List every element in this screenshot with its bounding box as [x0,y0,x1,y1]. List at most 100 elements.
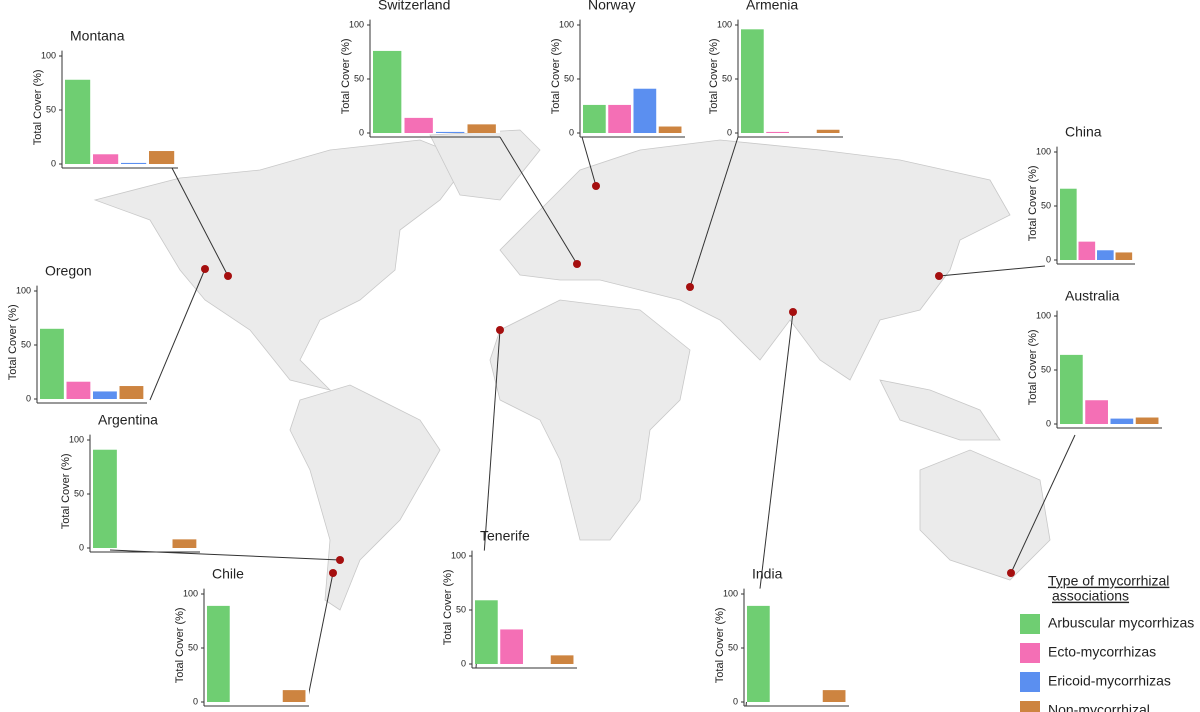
bar [66,381,91,399]
connector-line [149,268,206,401]
y-tick-label: 50 [74,488,84,498]
bar-chart: Chile Total Cover (%) 0 50 100 [174,565,309,707]
bar-chart: Armenia Total Cover (%) 0 50 100 [708,0,843,138]
connector-line [1010,434,1076,574]
bar [467,124,496,133]
y-axis-label: Total Cover (%) [1027,165,1039,241]
bar-chart: Norway Total Cover (%) 0 50 100 [550,0,685,138]
chart-title: Australia [1065,287,1120,303]
y-tick-label: 0 [51,158,56,168]
legend-title: associations [1052,588,1129,604]
legend-title: Type of mycorrhizal [1048,573,1169,589]
bar [373,50,402,133]
site-dot [935,272,943,280]
site-dot [496,326,504,334]
bar [1115,252,1133,260]
y-tick-label: 50 [456,604,466,614]
y-tick-label: 50 [46,104,56,114]
bar [93,391,117,399]
south-america [289,384,441,611]
bar [766,131,789,133]
y-tick-label: 0 [461,658,466,668]
legend-label: Ecto-mycorrhizas [1048,644,1156,660]
bar [500,629,523,664]
bar-chart: Oregon Total Cover (%) 0 50 100 [7,262,147,404]
y-tick-label: 100 [41,50,56,60]
bar [404,117,433,133]
site-dot [336,556,344,564]
chart-title: Tenerife [480,527,530,543]
y-tick-label: 100 [723,588,738,598]
y-tick-label: 50 [728,642,738,652]
y-tick-label: 100 [1036,310,1051,320]
y-tick-label: 100 [451,550,466,560]
bar [436,131,465,133]
y-axis-label: Total Cover (%) [32,69,44,145]
bar [1110,418,1134,424]
greenland [429,129,541,201]
connector-line [938,265,1046,277]
world-map [93,129,1051,611]
site-dot [789,308,797,316]
chart-title: Montana [70,27,125,43]
y-tick-label: 50 [1041,364,1051,374]
eurasia [499,139,1011,381]
bar [633,88,657,133]
chart-title: Norway [588,0,635,12]
y-tick-label: 50 [188,642,198,652]
bar [93,449,117,548]
y-tick-label: 100 [1036,146,1051,156]
y-tick-label: 0 [569,127,574,137]
y-tick-label: 0 [193,696,198,706]
y-tick-label: 50 [354,73,364,83]
y-tick-label: 0 [727,127,732,137]
bar-chart: Montana Total Cover (%) 0 50 100 [32,27,178,169]
bar [1097,250,1114,260]
southeast-asia [879,379,1001,441]
bar [741,29,764,133]
bar [608,104,631,133]
bar [1085,400,1108,424]
africa [489,299,691,541]
connector-line [171,167,229,277]
bar [119,386,144,399]
y-tick-label: 100 [69,434,84,444]
bar [816,129,840,133]
legend-swatch [1020,672,1040,692]
y-tick-label: 0 [733,696,738,706]
y-axis-label: Total Cover (%) [442,569,454,645]
bar [583,104,606,133]
y-axis-label: Total Cover (%) [1027,329,1039,405]
y-axis-label: Total Cover (%) [708,38,720,114]
bar-chart: Argentina Total Cover (%) 0 50 100 [60,411,200,553]
legend-swatch [1020,643,1040,663]
site-dot [686,283,694,291]
y-tick-label: 100 [183,588,198,598]
bar [172,539,197,548]
y-tick-label: 0 [26,393,31,403]
connector-line [581,136,597,187]
bar [475,600,498,664]
legend-swatch [1020,701,1040,712]
y-tick-label: 100 [717,19,732,29]
connector-line [499,136,578,265]
connector-line [689,136,739,288]
legend-swatch [1020,614,1040,634]
bar [658,126,682,133]
bar-chart: India Total Cover (%) 0 50 100 [714,565,849,707]
site-dot [201,265,209,273]
bar-chart: Tenerife Total Cover (%) 0 50 100 [442,527,577,669]
bar [282,690,306,702]
inset-charts: Montana Total Cover (%) 0 50 100 Switzerland T… [7,0,1162,707]
bar [207,605,230,702]
site-dot [329,569,337,577]
bar-chart: China Total Cover (%) 0 50 100 [1027,123,1135,265]
y-tick-label: 50 [564,73,574,83]
bar [1135,417,1159,424]
site-dot [592,182,600,190]
chart-title: Chile [212,565,244,581]
y-tick-label: 0 [1046,254,1051,264]
y-axis-label: Total Cover (%) [550,38,562,114]
y-axis-label: Total Cover (%) [7,304,19,380]
chart-title: Armenia [746,0,798,12]
